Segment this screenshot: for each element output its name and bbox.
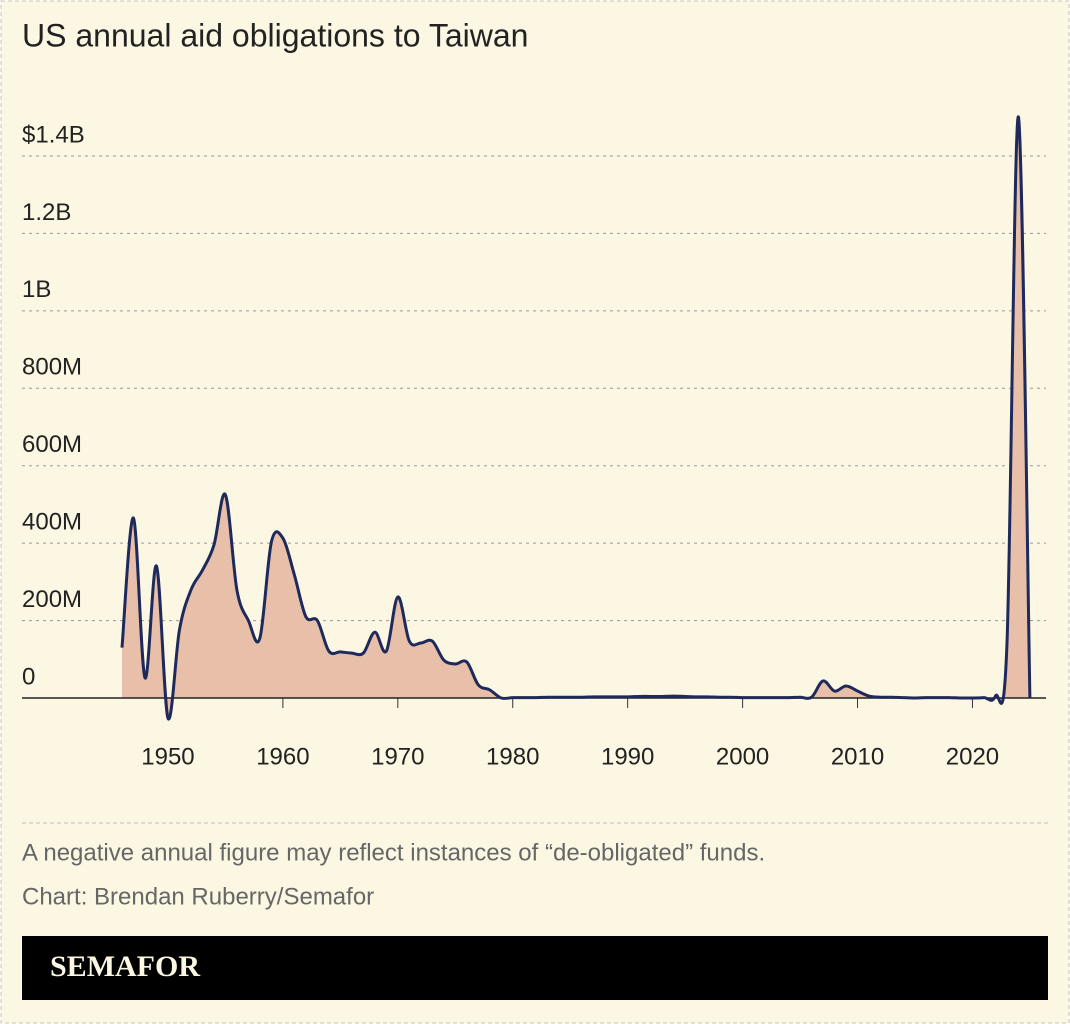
credit: Chart: Brendan Ruberry/Semafor xyxy=(22,883,374,910)
y-tick-label: 400M xyxy=(22,508,82,535)
line xyxy=(120,115,1032,721)
x-tick-label: 1990 xyxy=(601,743,654,770)
area xyxy=(121,116,1030,720)
logo-bar xyxy=(22,936,1048,1000)
x-tick-label: 2020 xyxy=(946,743,999,770)
x-tick-label: 1970 xyxy=(371,743,424,770)
x-tick-label: 1960 xyxy=(256,743,309,770)
y-tick-label: 0 xyxy=(22,663,35,690)
logo: SEMAFOR xyxy=(50,950,200,983)
y-tick-label: 800M xyxy=(22,354,82,381)
x-tick-label: 2010 xyxy=(831,743,884,770)
y-tick-label: 600M xyxy=(22,431,82,458)
y-tick-label: 200M xyxy=(22,586,82,613)
x-tick-label: 2000 xyxy=(716,743,769,770)
y-tick-label: 1B xyxy=(22,276,51,303)
chart-title: US annual aid obligations to Taiwan xyxy=(22,17,528,53)
x-tick-label: 1980 xyxy=(486,743,539,770)
x-tick-label: 1950 xyxy=(141,743,194,770)
y-tick-label: $1.4B xyxy=(22,121,85,148)
y-tick-label: 1.2B xyxy=(22,199,71,226)
note: A negative annual figure may reflect ins… xyxy=(22,839,765,866)
